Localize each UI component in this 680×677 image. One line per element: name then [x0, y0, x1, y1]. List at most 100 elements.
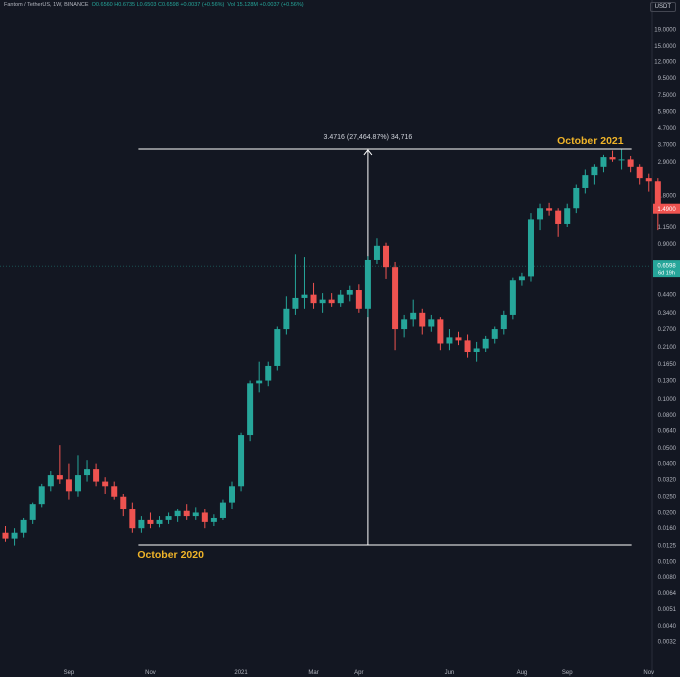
y-tick-label: 0.4400 — [658, 293, 677, 299]
candle-body-down — [129, 509, 136, 529]
x-tick-label: Nov — [145, 670, 156, 676]
candle-body-down — [328, 299, 335, 304]
candle-body-down — [636, 166, 643, 179]
candle-body-down — [120, 496, 127, 510]
candle-body-up — [491, 329, 498, 339]
candle-body-up — [573, 187, 580, 209]
candle-body-up — [283, 308, 290, 330]
candle-body-down — [201, 512, 208, 522]
y-tick-label: 0.3400 — [658, 311, 677, 317]
x-tick-label: Nov — [643, 670, 654, 676]
x-tick-label: Sep — [64, 670, 75, 676]
symbol-title: Fantom / TetherUS, 1W, BINANCE — [4, 2, 89, 8]
candle-body-up — [518, 276, 525, 281]
y-tick-label: 0.0160 — [658, 526, 677, 532]
last-price-tag — [653, 203, 680, 214]
y-tick-label: 0.2700 — [658, 327, 677, 333]
y-tick-label: 0.1650 — [658, 362, 677, 368]
x-tick-label: Mar — [308, 670, 318, 676]
candle-body-down — [111, 486, 118, 497]
candle-body-up — [527, 219, 534, 277]
candle-body-down — [437, 319, 444, 344]
candle-body-up — [537, 208, 544, 220]
candle-body-down — [654, 181, 661, 209]
ohlc-readout: O0.6560 H0.6735 L0.6503 C0.6598 +0.0037 … — [91, 2, 225, 8]
candle-body-up — [210, 517, 217, 522]
candle-body-down — [609, 157, 616, 160]
candle-body-up — [156, 519, 163, 524]
y-tick-label: 0.0064 — [658, 591, 677, 597]
annotation-october-2021: October 2021 — [557, 135, 624, 147]
candle-body-up — [265, 365, 272, 381]
candle-body-down — [546, 208, 553, 211]
candle-body-down — [2, 532, 9, 539]
candle-body-down — [56, 475, 63, 480]
candle-body-up — [74, 475, 81, 492]
candle-body-up — [247, 383, 254, 436]
candle-body-down — [455, 337, 462, 341]
candle-body-up — [192, 512, 199, 517]
candle-body-down — [627, 159, 634, 167]
candle-body-down — [645, 178, 652, 182]
y-tick-label: 15.0000 — [654, 44, 676, 50]
candle-body-up — [582, 175, 589, 188]
symbol-header: Fantom / TetherUS, 1W, BINANCE O0.6560 H… — [4, 2, 304, 8]
candle-body-down — [464, 340, 471, 353]
y-tick-label: 0.0040 — [658, 624, 677, 630]
y-tick-label: 0.0080 — [658, 575, 677, 581]
candle-body-down — [93, 469, 100, 482]
candle-body-up — [346, 290, 353, 295]
y-tick-label: 0.0032 — [658, 640, 677, 646]
candle-body-up — [500, 314, 507, 330]
y-tick-label: 0.0400 — [658, 462, 677, 468]
y-tick-label: 2.9000 — [658, 160, 677, 166]
candle-body-up — [84, 469, 91, 476]
candle-body-up — [401, 319, 408, 330]
candle-body-down — [383, 245, 390, 268]
y-tick-label: 0.0100 — [658, 559, 677, 565]
y-tick-label: 0.0051 — [658, 607, 677, 613]
candle-body-up — [591, 166, 598, 176]
candle-body-up — [174, 510, 181, 517]
candle-body-down — [183, 510, 190, 517]
candle-body-up — [38, 486, 45, 505]
candle-body-down — [419, 312, 426, 327]
candle-body-up — [410, 312, 417, 320]
y-tick-label: 0.0125 — [658, 544, 677, 550]
measure-label: 3.4716 (27,464.87%) 34,716 — [324, 134, 413, 141]
y-tick-label: 0.1300 — [658, 379, 677, 385]
y-tick-label: 9.5000 — [658, 76, 677, 82]
candle-body-up — [319, 299, 326, 304]
candle-body-up — [509, 280, 516, 315]
candle-body-up — [446, 337, 453, 344]
candle-body-up — [20, 519, 27, 533]
x-tick-label: Jun — [445, 670, 455, 676]
x-tick-label: 2021 — [234, 670, 248, 676]
candle-body-up — [11, 532, 18, 539]
current-price-tag — [653, 260, 680, 278]
y-tick-label: 0.0200 — [658, 510, 677, 516]
x-tick-label: Sep — [562, 670, 573, 676]
candle-body-up — [29, 504, 36, 520]
candle-body-up — [428, 319, 435, 327]
y-tick-label: 0.0500 — [658, 446, 677, 452]
volume-readout: Vol 15.128M +0.0037 (+0.56%) — [227, 2, 304, 8]
candle-body-down — [355, 290, 362, 309]
currency-unit-badge[interactable]: USDT — [649, 2, 676, 12]
candle-body-up — [618, 159, 625, 161]
candle-body-up — [564, 208, 571, 224]
y-tick-label: 4.7000 — [658, 126, 677, 132]
candle-body-up — [482, 338, 489, 349]
candle-body-down — [65, 479, 72, 492]
x-tick-label: Aug — [517, 670, 528, 676]
measure-arrow-head — [363, 149, 373, 156]
candle-body-up — [292, 297, 299, 309]
candle-body-up — [219, 502, 226, 518]
y-tick-label: 0.2100 — [658, 345, 677, 351]
y-tick-label: 1.8000 — [658, 193, 677, 199]
y-tick-label: 5.9000 — [658, 110, 677, 116]
y-tick-label: 0.0800 — [658, 413, 677, 419]
annotation-october-2020: October 2020 — [137, 549, 204, 561]
